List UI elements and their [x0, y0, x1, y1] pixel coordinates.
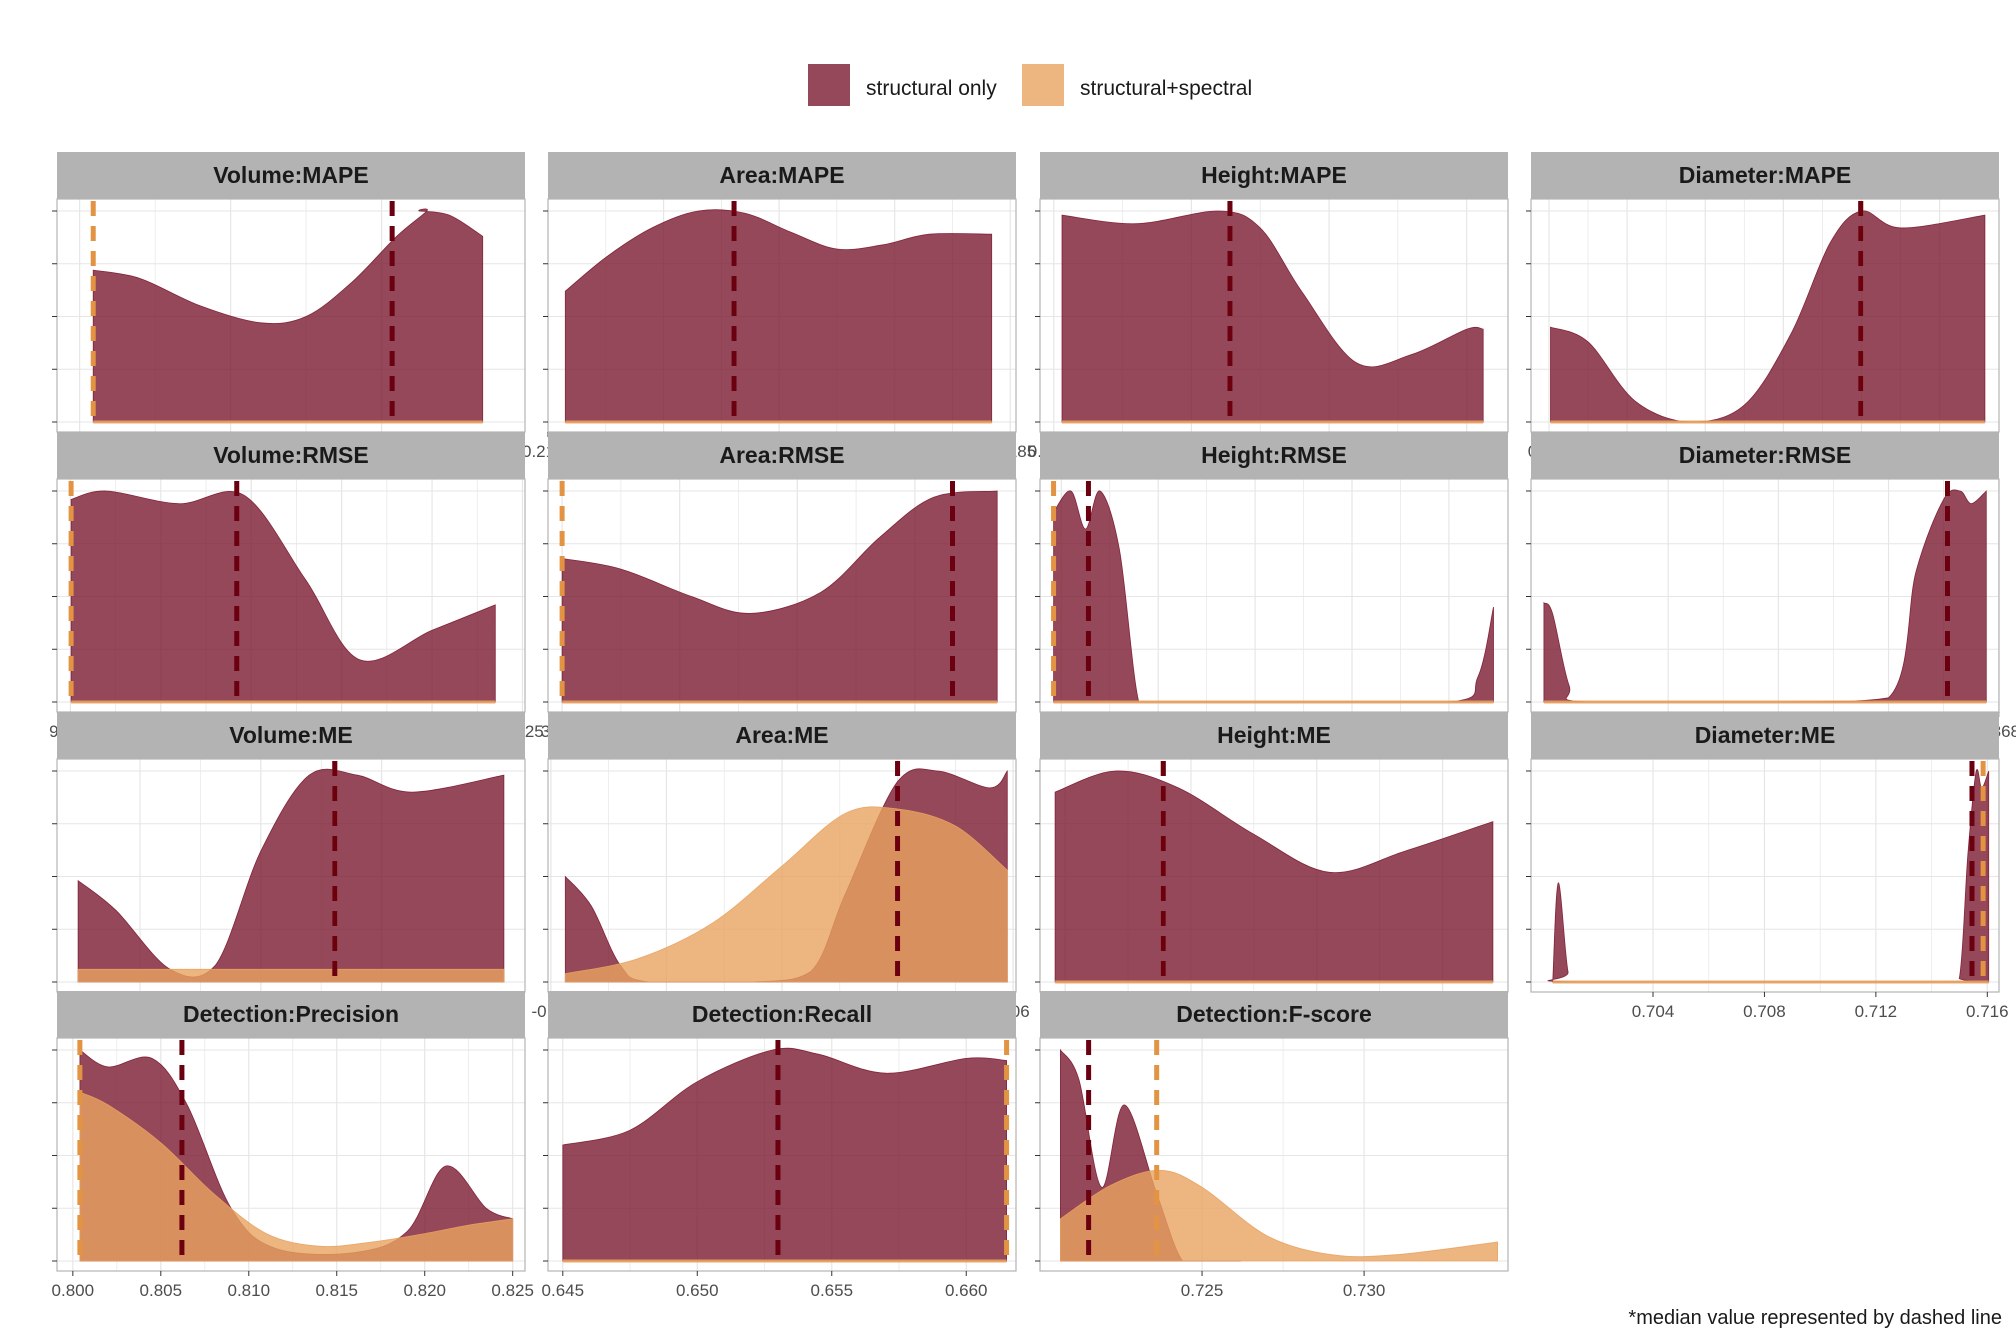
- panel-diameter-me: Diameter:ME 0.704 0.708 0.712 0.716: [1526, 712, 2009, 1021]
- x-tick-label: 0.712: [1855, 1002, 1898, 1021]
- panel-title: Volume:RMSE: [213, 442, 368, 468]
- legend-label-structural-only: structural only: [866, 77, 997, 100]
- legend-label-structural-spectral: structural+spectral: [1080, 77, 1252, 100]
- panel-border: [547, 1037, 1017, 1272]
- panel-title: Area:RMSE: [719, 442, 844, 468]
- panel-volume-me: Volume:ME-1.68-1.64-1.60: [52, 712, 526, 1021]
- chart-caption: *median value represented by dashed line: [1628, 1307, 2002, 1329]
- panel-border: [56, 1037, 526, 1272]
- x-tick-label: 0.645: [542, 1281, 585, 1300]
- panel-title: Volume:MAPE: [213, 162, 368, 188]
- panel-title: Diameter:ME: [1695, 722, 1836, 748]
- density-area-structural-only: [562, 1047, 1007, 1262]
- panel-area-rmse: Area:RMSE3.1503.1553.1603.165: [541, 432, 1017, 741]
- panel-strip: [57, 991, 525, 1038]
- panel-strip: [1040, 432, 1508, 479]
- panel-title: Height:ME: [1217, 722, 1331, 748]
- x-tick-label: 0.730: [1343, 1281, 1386, 1300]
- panel-height-me: Height:ME-0.255-0.254-0.253-0.252: [1035, 712, 1509, 1021]
- legend-key-structural-spectral: [1022, 64, 1064, 106]
- panel-strip: [548, 152, 1016, 199]
- x-tick-label: 0.650: [676, 1281, 719, 1300]
- density-area-structural-spectral: [1060, 1169, 1498, 1262]
- panel-detection-precision: Detection:Precision 0.800 0.805 0.810 0.815 0…: [52, 991, 534, 1300]
- density-area-structural-spectral: [79, 1091, 514, 1262]
- panel-title: Area:MAPE: [719, 162, 844, 188]
- panel-area-me: Area:ME-0.020.000.020.040.06: [532, 712, 1030, 1021]
- x-tick-label: 0.820: [403, 1281, 446, 1300]
- panel-strip: [1040, 152, 1508, 199]
- density-area-structural-only: [1547, 769, 1990, 983]
- panel-strip: [57, 152, 525, 199]
- panel-diameter-mape: Diameter:MAPE0.2410.2420.2430.2440.2450.…: [1526, 152, 2000, 461]
- panel-strip: [548, 432, 1016, 479]
- x-tick-label: 0.825: [491, 1281, 534, 1300]
- x-tick-label: 0.660: [945, 1281, 988, 1300]
- panel-height-mape: Height:MAPE0.13450.13500.13550.1360: [1028, 152, 1509, 461]
- panel-title: Detection:Precision: [183, 1001, 399, 1027]
- density-area-structural-only: [92, 208, 484, 423]
- panel-border: [1530, 758, 2000, 993]
- density-area-structural-only: [561, 490, 998, 703]
- panel-title: Detection:Recall: [692, 1001, 872, 1027]
- panel-strip: [1531, 432, 1999, 479]
- density-area-structural-spectral: [77, 968, 505, 983]
- panel-title: Height:RMSE: [1201, 442, 1347, 468]
- density-area-structural-only: [1550, 210, 1986, 423]
- panel-strip: [1040, 991, 1508, 1038]
- panel-strip: [1531, 152, 1999, 199]
- x-tick-label: 0.704: [1632, 1002, 1675, 1021]
- panel-volume-mape: Volume:MAPE0.2840.2850.286: [52, 152, 526, 461]
- x-tick-label: 0.810: [228, 1281, 271, 1300]
- panel-title: Diameter:RMSE: [1679, 442, 1852, 468]
- panel-area-mape: Area:MAPE0.21450.21550.21650.21750.2185: [522, 152, 1036, 461]
- x-tick-label: 0.800: [52, 1281, 95, 1300]
- panel-title: Volume:ME: [229, 722, 353, 748]
- panel-height-rmse: Height:RMSE0.4660.4670.4680.4690.470: [1035, 432, 1509, 741]
- panel-strip: [1040, 712, 1508, 759]
- density-area-structural-only: [564, 209, 993, 423]
- panel-volume-rmse: Volume:RMSE9.2009.2259.2509.2759.3009.32…: [49, 432, 544, 741]
- panel-diameter-rmse: Diameter:RMSE0.8560.8600.8640.868: [1526, 432, 2016, 741]
- density-area-structural-only: [77, 768, 505, 983]
- panel-strip: [548, 991, 1016, 1038]
- x-tick-label: 0.805: [140, 1281, 183, 1300]
- x-tick-label: 0.725: [1181, 1281, 1224, 1300]
- panel-title: Area:ME: [735, 722, 828, 748]
- panel-title: Detection:F-score: [1176, 1001, 1372, 1027]
- legend-key-structural-only: [808, 64, 850, 106]
- facet-panels: Volume:MAPE0.2840.2850.286Area:MAPE0.214…: [49, 152, 2016, 1300]
- x-tick-label: 0.815: [315, 1281, 358, 1300]
- panel-strip: [57, 432, 525, 479]
- density-area-structural-only: [70, 490, 496, 703]
- panel-strip: [57, 712, 525, 759]
- panel-border: [1039, 1037, 1509, 1272]
- x-tick-label: 0.716: [1966, 1002, 2009, 1021]
- panel-title: Height:MAPE: [1201, 162, 1347, 188]
- x-tick-label: 0.655: [810, 1281, 853, 1300]
- density-area-structural-only: [1054, 770, 1494, 983]
- panel-detection-f-score: Detection:F-score 0.725 0.730: [1035, 991, 1509, 1300]
- x-tick-label: 0.708: [1743, 1002, 1786, 1021]
- density-area-structural-only: [1061, 210, 1484, 423]
- legend: structural only structural+spectral: [808, 64, 1252, 106]
- panel-strip: [548, 712, 1016, 759]
- panel-strip: [1531, 712, 1999, 759]
- density-area-structural-spectral: [564, 806, 1008, 983]
- panel-detection-recall: Detection:Recall 0.645 0.650 0.655 0.660: [542, 991, 1017, 1300]
- panel-title: Diameter:MAPE: [1679, 162, 1852, 188]
- density-area-structural-only: [1543, 489, 1987, 703]
